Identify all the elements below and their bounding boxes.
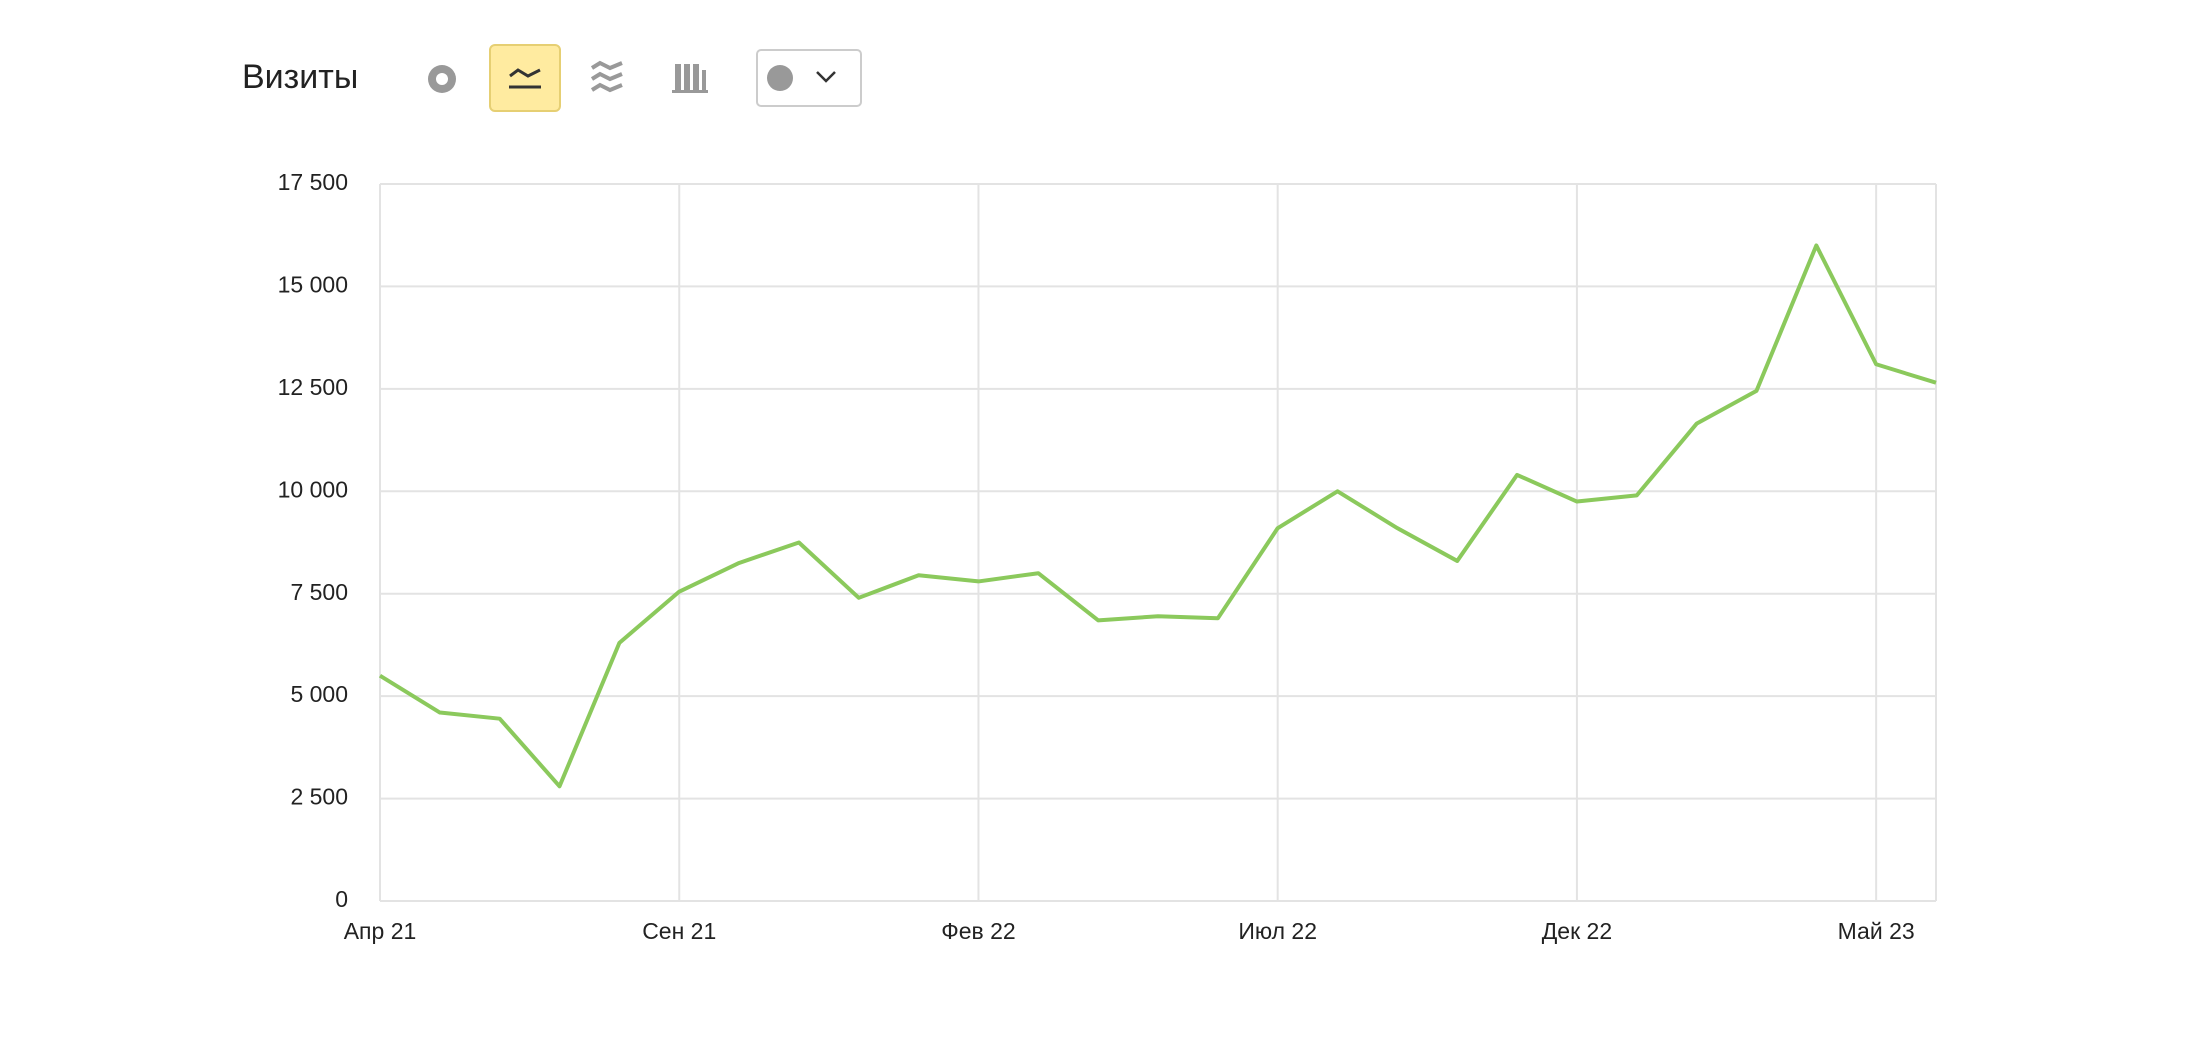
y-tick-label: 5 000 (290, 681, 348, 707)
y-tick-label: 17 500 (278, 169, 348, 195)
chart-title: Визиты (242, 58, 358, 96)
y-tick-label: 12 500 (278, 374, 348, 400)
x-tick-label: Апр 21 (344, 918, 417, 944)
y-tick-label: 7 500 (290, 579, 348, 605)
area-button[interactable] (590, 60, 623, 93)
y-tick-label: 15 000 (278, 272, 348, 298)
y-tick-label: 2 500 (290, 784, 348, 810)
annotation-dropdown[interactable] (756, 49, 862, 107)
x-tick-label: Дек 22 (1542, 918, 1612, 944)
pie-button[interactable] (428, 65, 456, 93)
line-button[interactable] (489, 44, 561, 112)
x-tick-label: Май 23 (1838, 918, 1915, 944)
x-tick-label: Сен 21 (642, 918, 716, 944)
x-tick-label: Июл 22 (1238, 918, 1317, 944)
x-tick-label: Фев 22 (941, 918, 1015, 944)
bar-button[interactable] (672, 64, 708, 93)
line-series (378, 243, 1937, 789)
y-tick-label: 10 000 (278, 476, 348, 502)
y-tick-label: 0 (335, 886, 348, 912)
